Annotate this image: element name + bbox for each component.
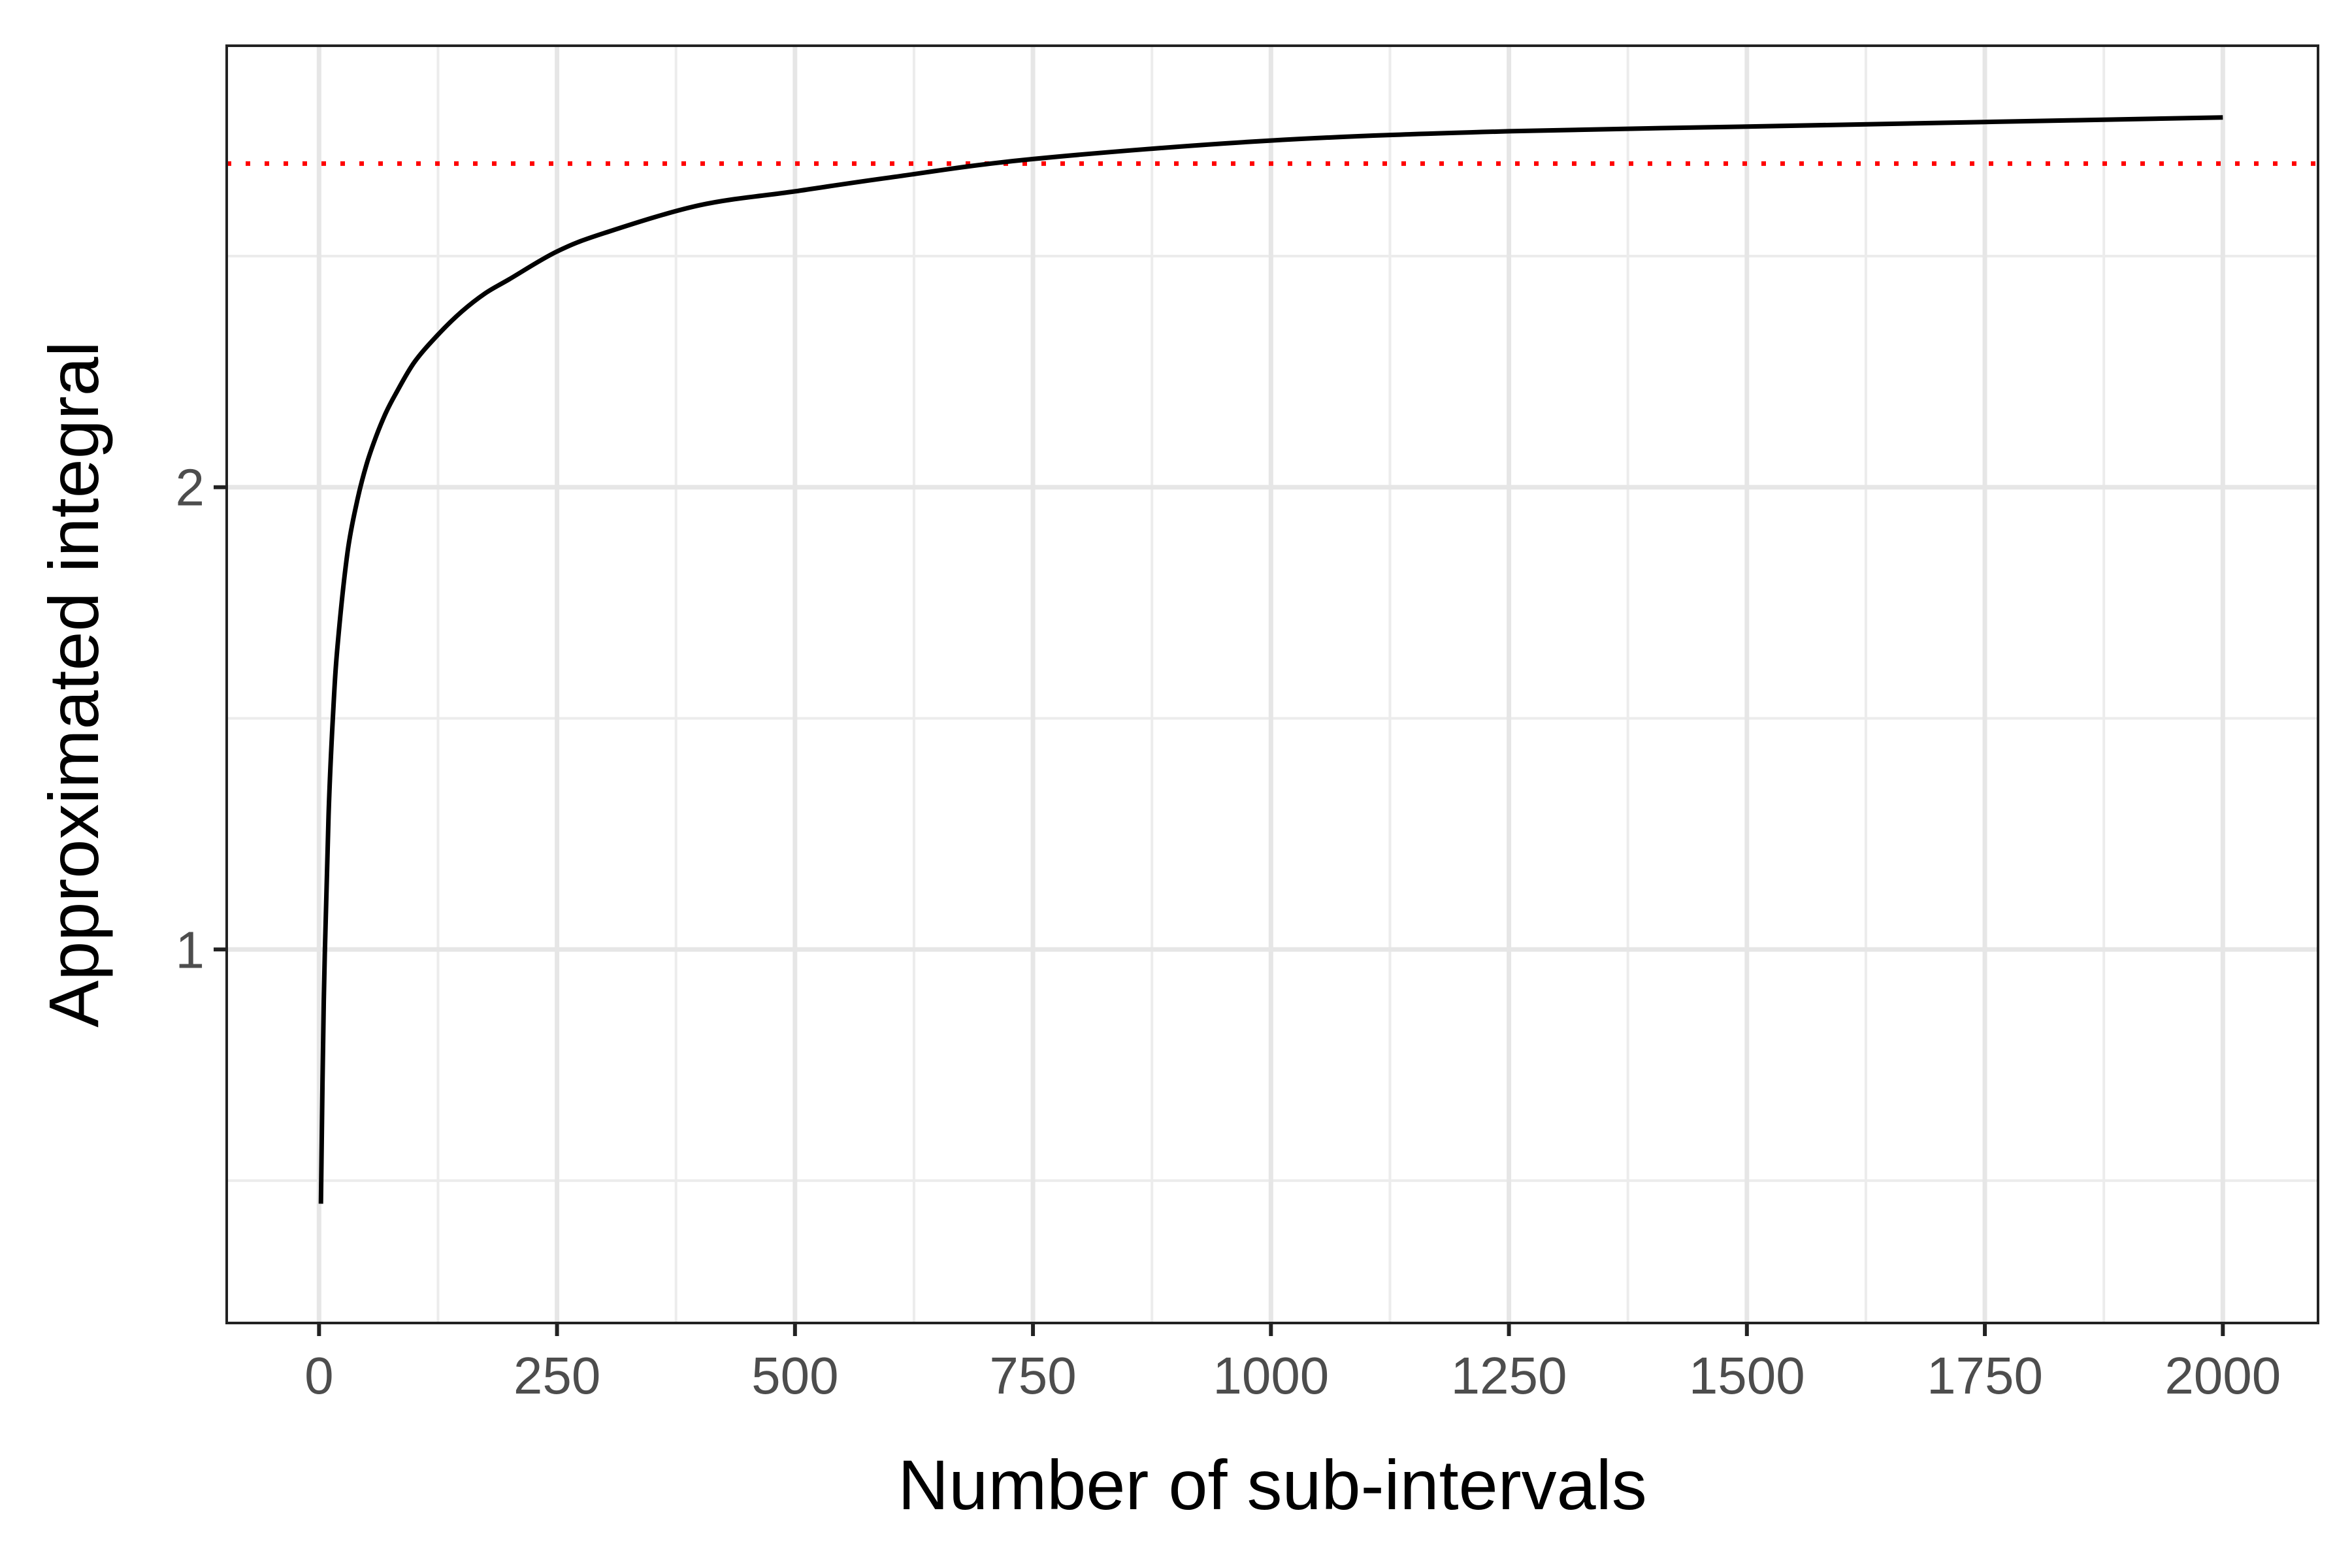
y-axis-title: Approximated integral bbox=[34, 341, 113, 1028]
series-line bbox=[318, 115, 2223, 1204]
x-tick-label: 750 bbox=[989, 1347, 1076, 1405]
y-axis: 12 bbox=[176, 459, 227, 979]
y-tick-label: 1 bbox=[176, 921, 205, 979]
x-tick-label: 0 bbox=[304, 1347, 334, 1405]
data-series bbox=[318, 115, 2223, 1204]
x-tick-label: 250 bbox=[514, 1347, 600, 1405]
x-tick-label: 1000 bbox=[1213, 1347, 1329, 1405]
x-tick-label: 1500 bbox=[1689, 1347, 1805, 1405]
x-axis: 0 250 500 750 1000 1250 1500 1750 2000 bbox=[304, 1323, 2281, 1405]
major-gridlines bbox=[227, 46, 2318, 1323]
x-tick-label: 500 bbox=[751, 1347, 838, 1405]
x-tick-label: 2000 bbox=[2164, 1347, 2281, 1405]
x-tick-label: 1750 bbox=[1927, 1347, 2043, 1405]
x-axis-title: Number of sub-intervals bbox=[898, 1445, 1646, 1524]
x-tick-label: 1250 bbox=[1451, 1347, 1567, 1405]
y-tick-label: 2 bbox=[176, 459, 205, 517]
